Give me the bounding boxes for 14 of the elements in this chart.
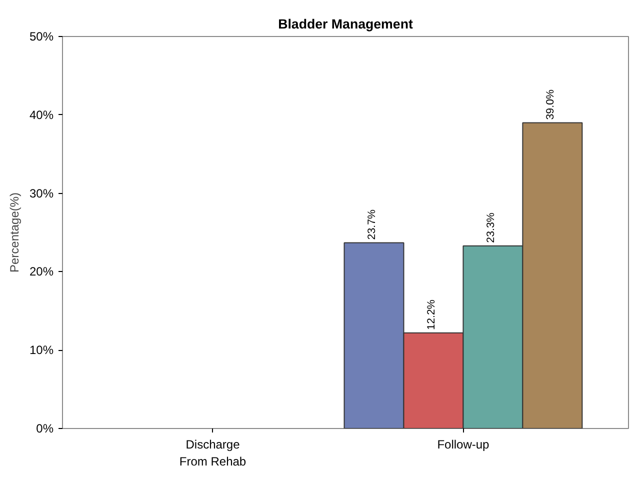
data-label: 23.7%	[366, 208, 378, 240]
data-label: 23.3%	[484, 212, 497, 243]
y-axis-title: Percentage(%)	[7, 192, 22, 273]
y-tick-label: 20%	[29, 264, 54, 279]
chart-title: Bladder Management	[278, 16, 414, 32]
y-tick-label: 40%	[29, 108, 54, 122]
y-tick-label: 50%	[29, 30, 54, 44]
y-tick-label: 10%	[29, 343, 54, 358]
x-tick-label: Discharge From Rehab	[179, 438, 246, 468]
x-tick-label: Follow-up	[437, 438, 490, 452]
data-label: 39.0%	[544, 89, 556, 120]
data-label: 12.2%	[425, 299, 438, 330]
y-tick-label: 0%	[36, 422, 54, 436]
y-tick-label: 30%	[29, 186, 54, 200]
